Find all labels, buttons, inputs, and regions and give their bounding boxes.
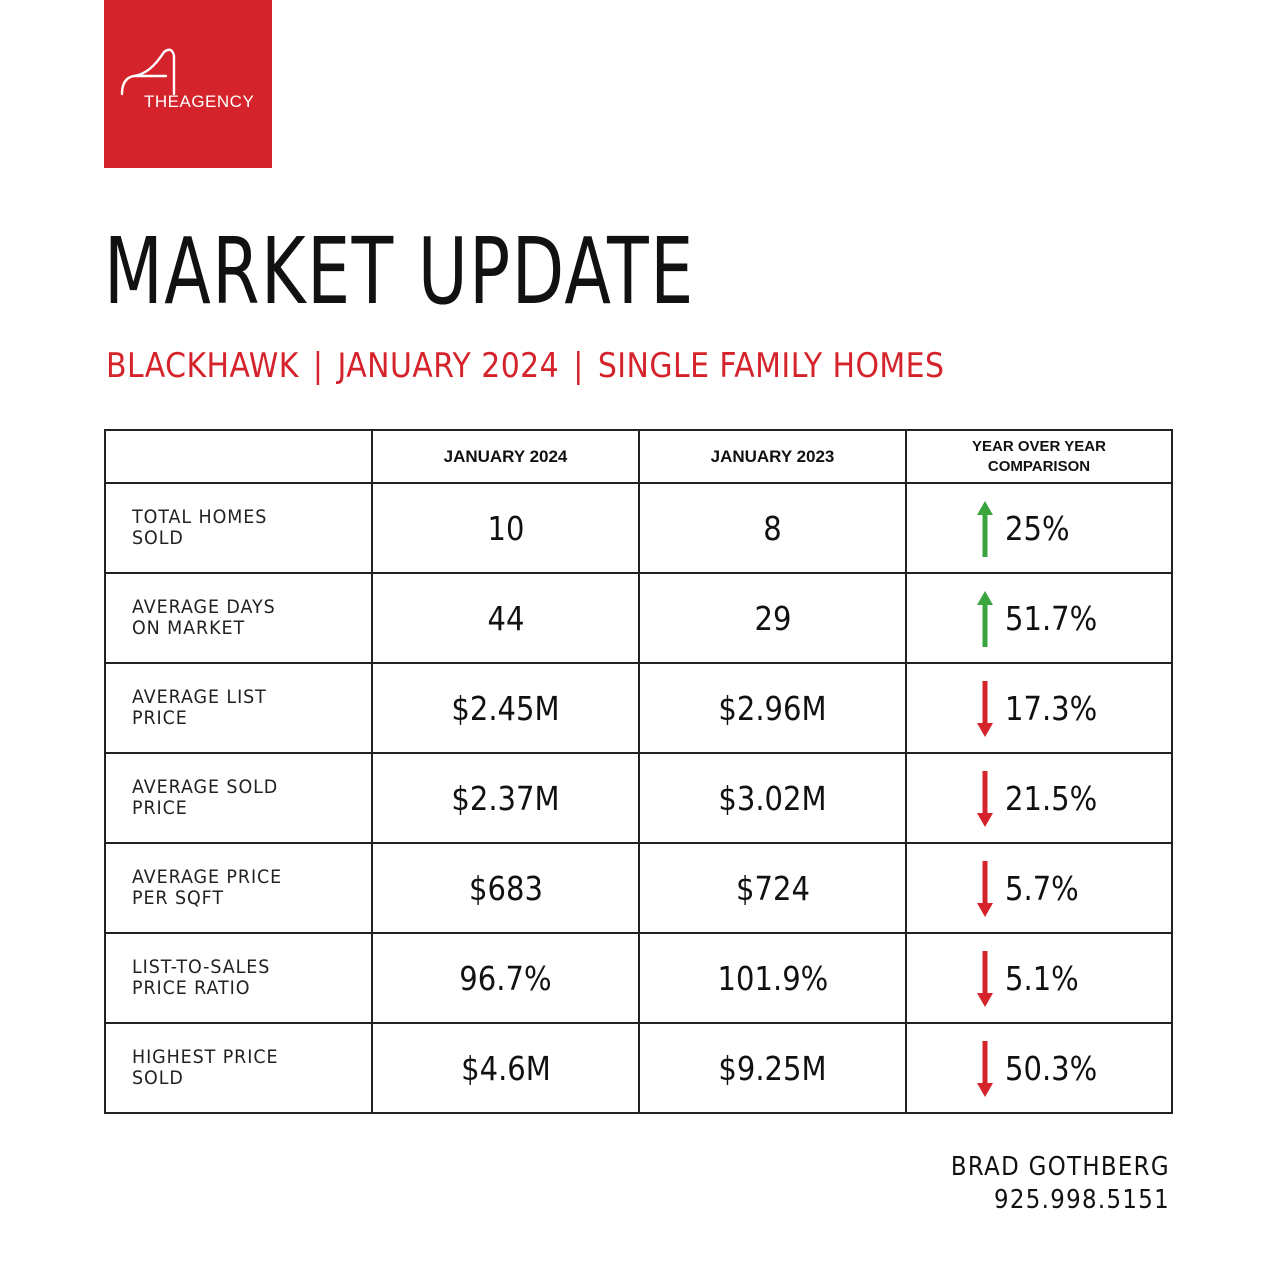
subtitle-segment: SINGLE FAMILY HOMES [597, 346, 945, 386]
value-jan-2024: $2.37M [371, 752, 640, 844]
arrow-up-icon [977, 501, 993, 561]
value-jan-2024-text: $4.6M [460, 1048, 551, 1088]
market-table: JANUARY 2024 JANUARY 2023 YEAR OVER YEAR… [104, 429, 1173, 1114]
yoy-change: 17.3% [1005, 689, 1098, 728]
metric-label: AVERAGE PRICE PER SQFT [104, 842, 373, 934]
table-header-row: JANUARY 2024 JANUARY 2023 YEAR OVER YEAR… [104, 429, 1173, 484]
value-jan-2024: 96.7% [371, 932, 640, 1024]
value-jan-2023: 29 [638, 572, 907, 664]
value-jan-2023-text: $9.25M [718, 1048, 827, 1088]
value-jan-2023-text: 101.9% [717, 958, 828, 998]
yoy-change: 25% [1005, 509, 1070, 548]
value-jan-2024: $4.6M [371, 1022, 640, 1114]
value-jan-2023-text: $2.96M [718, 688, 827, 728]
value-jan-2024: 10 [371, 482, 640, 574]
yoy-comparison: 25% [905, 482, 1173, 574]
arrow-up-icon [977, 591, 993, 651]
yoy-comparison: 51.7% [905, 572, 1173, 664]
arrow-down-icon [977, 681, 993, 741]
yoy-change: 5.7% [1005, 869, 1079, 908]
subtitle-area: BLACKHAWK [106, 346, 299, 386]
value-jan-2024-text: $2.45M [451, 688, 560, 728]
metric-label: HIGHEST PRICE SOLD [104, 1022, 373, 1114]
metric-label-line2: SOLD [132, 527, 184, 549]
header-yoy-line2: COMPARISON [987, 457, 1091, 475]
value-jan-2024-text: $683 [468, 868, 543, 908]
yoy-comparison: 5.7% [905, 842, 1173, 934]
header-jan-2024: JANUARY 2024 [371, 429, 640, 484]
page-subtitle: BLACKHAWK | JANUARY 2024 | SINGLE FAMILY HOM… [106, 346, 944, 386]
metric-label-line1: TOTAL HOMES [132, 506, 268, 528]
value-jan-2023: 8 [638, 482, 907, 574]
header-yoy-line1: YEAR OVER YEAR [972, 437, 1106, 455]
metric-label-line1: AVERAGE LIST [132, 686, 267, 708]
subtitle-separator: | [312, 346, 324, 386]
metric-label-line2: PER SQFT [132, 887, 224, 909]
agency-a-icon [120, 48, 176, 96]
value-jan-2023-text: 29 [754, 598, 791, 638]
table-row: HIGHEST PRICE SOLD $4.6M $9.25M 50.3% [104, 1022, 1173, 1114]
value-jan-2023-text: $724 [735, 868, 810, 908]
table-row: AVERAGE DAYS ON MARKET 44 29 51.7% [104, 572, 1173, 664]
metric-label-line1: HIGHEST PRICE [132, 1046, 279, 1068]
metric-label-line1: AVERAGE SOLD [132, 776, 279, 798]
value-jan-2023-text: $3.02M [718, 778, 827, 818]
subtitle-separator: | [573, 346, 584, 386]
arrow-down-icon [977, 771, 993, 831]
logo-text: THEAGENCY [144, 92, 255, 111]
metric-label: AVERAGE SOLD PRICE [104, 752, 373, 844]
metric-label: LIST-TO-SALES PRICE RATIO [104, 932, 373, 1024]
header-yoy: YEAR OVER YEAR COMPARISON [905, 429, 1173, 484]
metric-label: AVERAGE DAYS ON MARKET [104, 572, 373, 664]
metric-label: TOTAL HOMES SOLD [104, 482, 373, 574]
yoy-comparison: 17.3% [905, 662, 1173, 754]
yoy-change: 51.7% [1005, 599, 1098, 638]
value-jan-2024-text: 96.7% [459, 958, 552, 998]
value-jan-2023: $2.96M [638, 662, 907, 754]
value-jan-2023: $3.02M [638, 752, 907, 844]
value-jan-2023: $724 [638, 842, 907, 934]
value-jan-2024: $683 [371, 842, 640, 934]
value-jan-2024: $2.45M [371, 662, 640, 754]
value-jan-2024-text: 44 [487, 598, 524, 638]
metric-label-line2: PRICE [132, 707, 188, 729]
table-row: AVERAGE PRICE PER SQFT $683 $724 5.7% [104, 842, 1173, 934]
yoy-comparison: 21.5% [905, 752, 1173, 844]
yoy-change: 50.3% [1005, 1049, 1098, 1088]
arrow-down-icon [977, 1041, 993, 1101]
value-jan-2023: 101.9% [638, 932, 907, 1024]
header-metric [104, 429, 373, 484]
metric-label-line1: AVERAGE DAYS [132, 596, 276, 618]
table-row: AVERAGE SOLD PRICE $2.37M $3.02M 21.5% [104, 752, 1173, 844]
table-row: AVERAGE LIST PRICE $2.45M $2.96M 17.3% [104, 662, 1173, 754]
yoy-change: 21.5% [1005, 779, 1098, 818]
yoy-change: 5.1% [1005, 959, 1079, 998]
contact-name: BRAD GOTHBERG [950, 1152, 1170, 1182]
value-jan-2024-text: 10 [487, 508, 524, 548]
metric-label-line2: PRICE RATIO [132, 977, 251, 999]
value-jan-2023: $9.25M [638, 1022, 907, 1114]
table-row: TOTAL HOMES SOLD 10 8 25% [104, 482, 1173, 574]
yoy-comparison: 5.1% [905, 932, 1173, 1024]
table-row: LIST-TO-SALES PRICE RATIO 96.7% 101.9% 5.1% [104, 932, 1173, 1024]
value-jan-2023-text: 8 [763, 508, 782, 548]
value-jan-2024-text: $2.37M [451, 778, 560, 818]
yoy-comparison: 50.3% [905, 1022, 1173, 1114]
arrow-down-icon [977, 951, 993, 1011]
arrow-down-icon [977, 861, 993, 921]
metric-label-line1: LIST-TO-SALES [132, 956, 271, 978]
metric-label-line2: ON MARKET [132, 617, 246, 639]
header-jan-2023: JANUARY 2023 [638, 429, 907, 484]
metric-label-line2: SOLD [132, 1067, 184, 1089]
agency-logo: THEAGENCY [104, 0, 272, 168]
contact-block: BRAD GOTHBERG 925.998.5151 [921, 1151, 1170, 1217]
subtitle-period: JANUARY 2024 [337, 346, 560, 386]
value-jan-2024: 44 [371, 572, 640, 664]
metric-label-line2: PRICE [132, 797, 188, 819]
metric-label-line1: AVERAGE PRICE [132, 866, 283, 888]
contact-phone: 925.998.5151 [994, 1185, 1170, 1215]
page-title: MARKET UPDATE [104, 218, 695, 325]
metric-label: AVERAGE LIST PRICE [104, 662, 373, 754]
